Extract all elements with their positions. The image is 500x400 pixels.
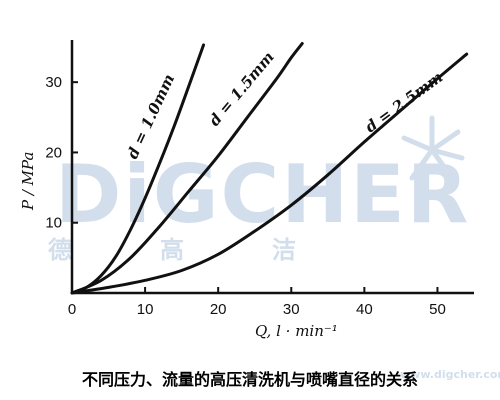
watermark-char-1: 德 xyxy=(48,236,72,264)
curves xyxy=(70,42,469,295)
watermark-url: www.digcher.com xyxy=(400,368,500,381)
curve-line-2 xyxy=(70,42,304,295)
x-tick-label: 20 xyxy=(210,301,227,318)
x-tick-label: 0 xyxy=(68,301,76,318)
watermark-char-2: 高 xyxy=(160,236,184,264)
curve-line-3 xyxy=(70,52,469,295)
watermark-star-icon xyxy=(401,115,465,181)
y-tick-label: 30 xyxy=(45,74,62,91)
x-tick-label: 40 xyxy=(356,301,373,318)
y-axis-label: P / MPa xyxy=(19,152,37,211)
x-tick-label: 10 xyxy=(137,301,154,318)
y-tick-label: 10 xyxy=(45,215,62,232)
x-tick-label: 30 xyxy=(283,301,300,318)
y-ticks: 10 20 30 xyxy=(45,74,78,232)
curve-label-2: d = 1.5mm xyxy=(205,48,278,130)
curve-line-1 xyxy=(70,43,206,295)
x-tick-label: 50 xyxy=(429,301,446,318)
chart-caption: 不同压力、流量的高压清洗机与喷嘴直径的关系 xyxy=(81,370,418,389)
watermark: DiGCHER 德 高 洁 www.digcher.com xyxy=(48,115,500,381)
x-ticks: 0 10 20 30 40 50 xyxy=(68,287,446,318)
watermark-char-3: 洁 xyxy=(272,236,296,264)
y-tick-label: 20 xyxy=(45,144,62,161)
x-axis-label: Q, l · min⁻¹ xyxy=(255,322,338,340)
